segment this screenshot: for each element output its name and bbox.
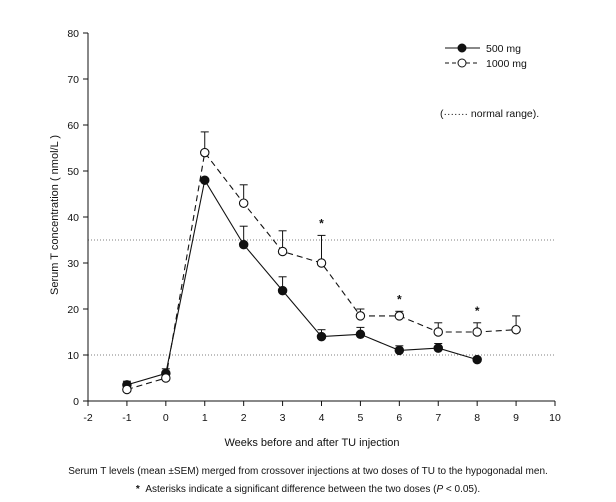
data-point-1-4: [277, 246, 288, 257]
chart: 0 10 20 30 40 50 60 70 80 -2 -1 0 1 2 3 4 5 6 7 8 9 10 * * * S…: [49, 28, 561, 449]
significance-star-8: *: [475, 304, 480, 318]
significance-markers: * * *: [319, 216, 480, 317]
legend-label-500: 500 mg: [486, 43, 521, 55]
caption-end: < 0.05).: [443, 484, 481, 495]
data-point-1-0: [122, 384, 132, 395]
x-tick-label-5: 5: [357, 412, 363, 424]
caption-star: *: [135, 484, 140, 495]
legend-marker-1000: [457, 58, 467, 68]
x-tick-label-0: 0: [163, 412, 169, 424]
x-tick-label-10: 10: [549, 412, 561, 424]
data-point-1-9: [472, 327, 482, 337]
x-tick-label-8: 8: [474, 412, 480, 424]
y-ticks: 0 10 20 30 40 50 60 70 80: [67, 28, 88, 408]
x-tick-label-3: 3: [280, 412, 286, 424]
normal-range-label: (······· normal range).: [440, 108, 539, 120]
caption-line-1: Serum T levels (mean ±SEM) merged from c…: [68, 466, 548, 477]
caption-p: P: [436, 484, 444, 495]
series-0: [122, 175, 482, 390]
data-point-1-1: [161, 373, 171, 383]
x-tick-label-4: 4: [319, 412, 325, 424]
series-1: [122, 131, 521, 395]
data-point-1-5: [316, 258, 327, 268]
x-tick-label--1: -1: [122, 412, 131, 424]
x-tick-label--2: -2: [83, 412, 92, 424]
x-tick-label-2: 2: [241, 412, 247, 424]
y-tick-label-60: 60: [67, 120, 79, 132]
x-tick-label-6: 6: [396, 412, 402, 424]
y-axis-label: Serum T concentration ( nmol/L ): [49, 135, 61, 295]
x-axis-label: Weeks before and after TU injection: [224, 437, 399, 449]
data-point-1-7: [394, 311, 405, 321]
significance-star-4: *: [319, 216, 324, 230]
legend-marker-500: [457, 43, 467, 53]
series-line-0: [126, 178, 478, 386]
y-tick-label-80: 80: [67, 28, 79, 40]
data-point-0-8: [433, 343, 443, 353]
x-tick-label-1: 1: [202, 412, 208, 424]
caption-line-2: * Asterisks indicate a significant diffe…: [0, 484, 616, 495]
caption-text: Asterisks indicate a significant differe…: [145, 484, 437, 495]
data-point-0-6: [355, 329, 366, 340]
x-tick-label-9: 9: [513, 412, 519, 424]
y-tick-label-20: 20: [67, 304, 79, 316]
data-point-0-4: [277, 285, 288, 296]
legend: 500 mg 1000 mg (······· normal range).: [440, 43, 539, 120]
y-tick-label-40: 40: [67, 212, 79, 224]
data-point-1-2: [200, 147, 210, 158]
data-point-1-10: [511, 324, 521, 335]
data-point-1-8: [433, 327, 443, 337]
y-tick-label-0: 0: [73, 396, 79, 408]
y-tick-label-10: 10: [67, 350, 79, 362]
data-point-0-2: [200, 175, 210, 185]
y-tick-label-30: 30: [67, 258, 79, 270]
series: [122, 131, 521, 395]
x-tick-label-7: 7: [435, 412, 441, 424]
y-tick-label-70: 70: [67, 74, 79, 86]
x-ticks: -2 -1 0 1 2 3 4 5 6 7 8 9 10: [83, 401, 561, 424]
data-point-1-3: [238, 198, 249, 208]
y-tick-label-50: 50: [67, 166, 79, 178]
data-point-0-9: [472, 354, 482, 365]
legend-label-1000: 1000 mg: [486, 58, 527, 70]
data-point-0-5: [316, 331, 327, 342]
significance-star-6: *: [397, 292, 402, 306]
data-point-0-7: [394, 345, 405, 356]
data-point-1-6: [355, 311, 366, 321]
data-point-0-3: [238, 239, 249, 250]
